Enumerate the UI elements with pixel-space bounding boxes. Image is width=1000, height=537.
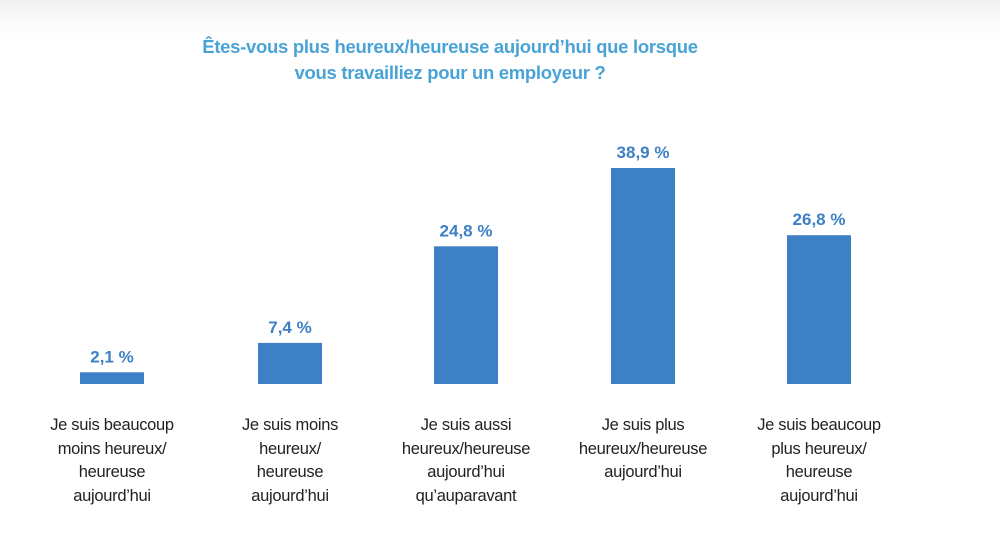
chart-title-line-1: Êtes-vous plus heureux/heureuse aujourd’… — [202, 36, 698, 57]
category-label-5-line-2: plus heureux/ — [771, 439, 867, 458]
category-label-1-line-3: heureuse — [78, 463, 146, 481]
category-label-4-line-3: aujourd’hui — [604, 463, 682, 481]
category-label-1-line-2: moins heureux/ — [57, 439, 167, 458]
bar-5 — [787, 235, 851, 384]
category-label-2-line-1: Je suis moins — [241, 416, 339, 434]
category-label-3: Je suis aussi heureux/heureuse aujourd’hui… — [381, 414, 551, 508]
category-label-5: Je suis beaucoup plus heureux/heureuse auj… — [734, 414, 904, 508]
value-label-3: 24,8 % — [440, 221, 493, 240]
value-label-5: 26,8 % — [793, 210, 846, 229]
category-label-5-line-4: aujourd’hui — [780, 486, 858, 505]
chart-title: Êtes-vous plus heureux/heureuse aujourd’… — [150, 34, 750, 86]
category-label-1: Je suis beaucoup moins heureux/heureuse au… — [27, 414, 197, 508]
category-label-4-line-2: heureux/heureuse — [578, 439, 708, 458]
category-label-3-line-1: Je suis aussi — [420, 416, 512, 434]
value-label-1: 2,1 % — [90, 347, 133, 366]
category-label-1-line-1: Je suis beaucoup — [50, 416, 174, 434]
category-label-3-line-3: aujourd’hui — [427, 463, 505, 481]
bar-2 — [258, 342, 322, 384]
category-label-2-line-3: heureuse — [256, 463, 324, 481]
chart-title-line-2: vous travailliez pour un employeur ? — [294, 62, 606, 83]
category-label-5-line-1: Je suis beaucoup — [757, 416, 881, 434]
value-label-4: 38,9 % — [617, 143, 670, 162]
category-label-5-line-3: heureuse — [785, 463, 853, 481]
category-label-4-line-1: Je suis plus — [601, 416, 685, 434]
category-label-1-line-4: aujourd’hui — [73, 486, 151, 505]
bar-4 — [611, 168, 675, 384]
category-label-4: Je suis plus heureux/heureuse aujourd’hui — [558, 414, 728, 485]
category-label-2: Je suis moins heureux/heureuse aujourd’hui — [205, 414, 375, 508]
category-label-2-line-4: aujourd’hui — [251, 486, 329, 505]
category-label-3-line-2: heureux/heureuse — [401, 439, 531, 458]
category-label-2-line-2: heureux/ — [259, 439, 321, 458]
bar-1 — [80, 372, 144, 384]
category-label-3-line-4: qu’auparavant — [415, 486, 517, 505]
value-label-2: 7,4 % — [268, 318, 311, 337]
bar-3 — [434, 246, 498, 384]
